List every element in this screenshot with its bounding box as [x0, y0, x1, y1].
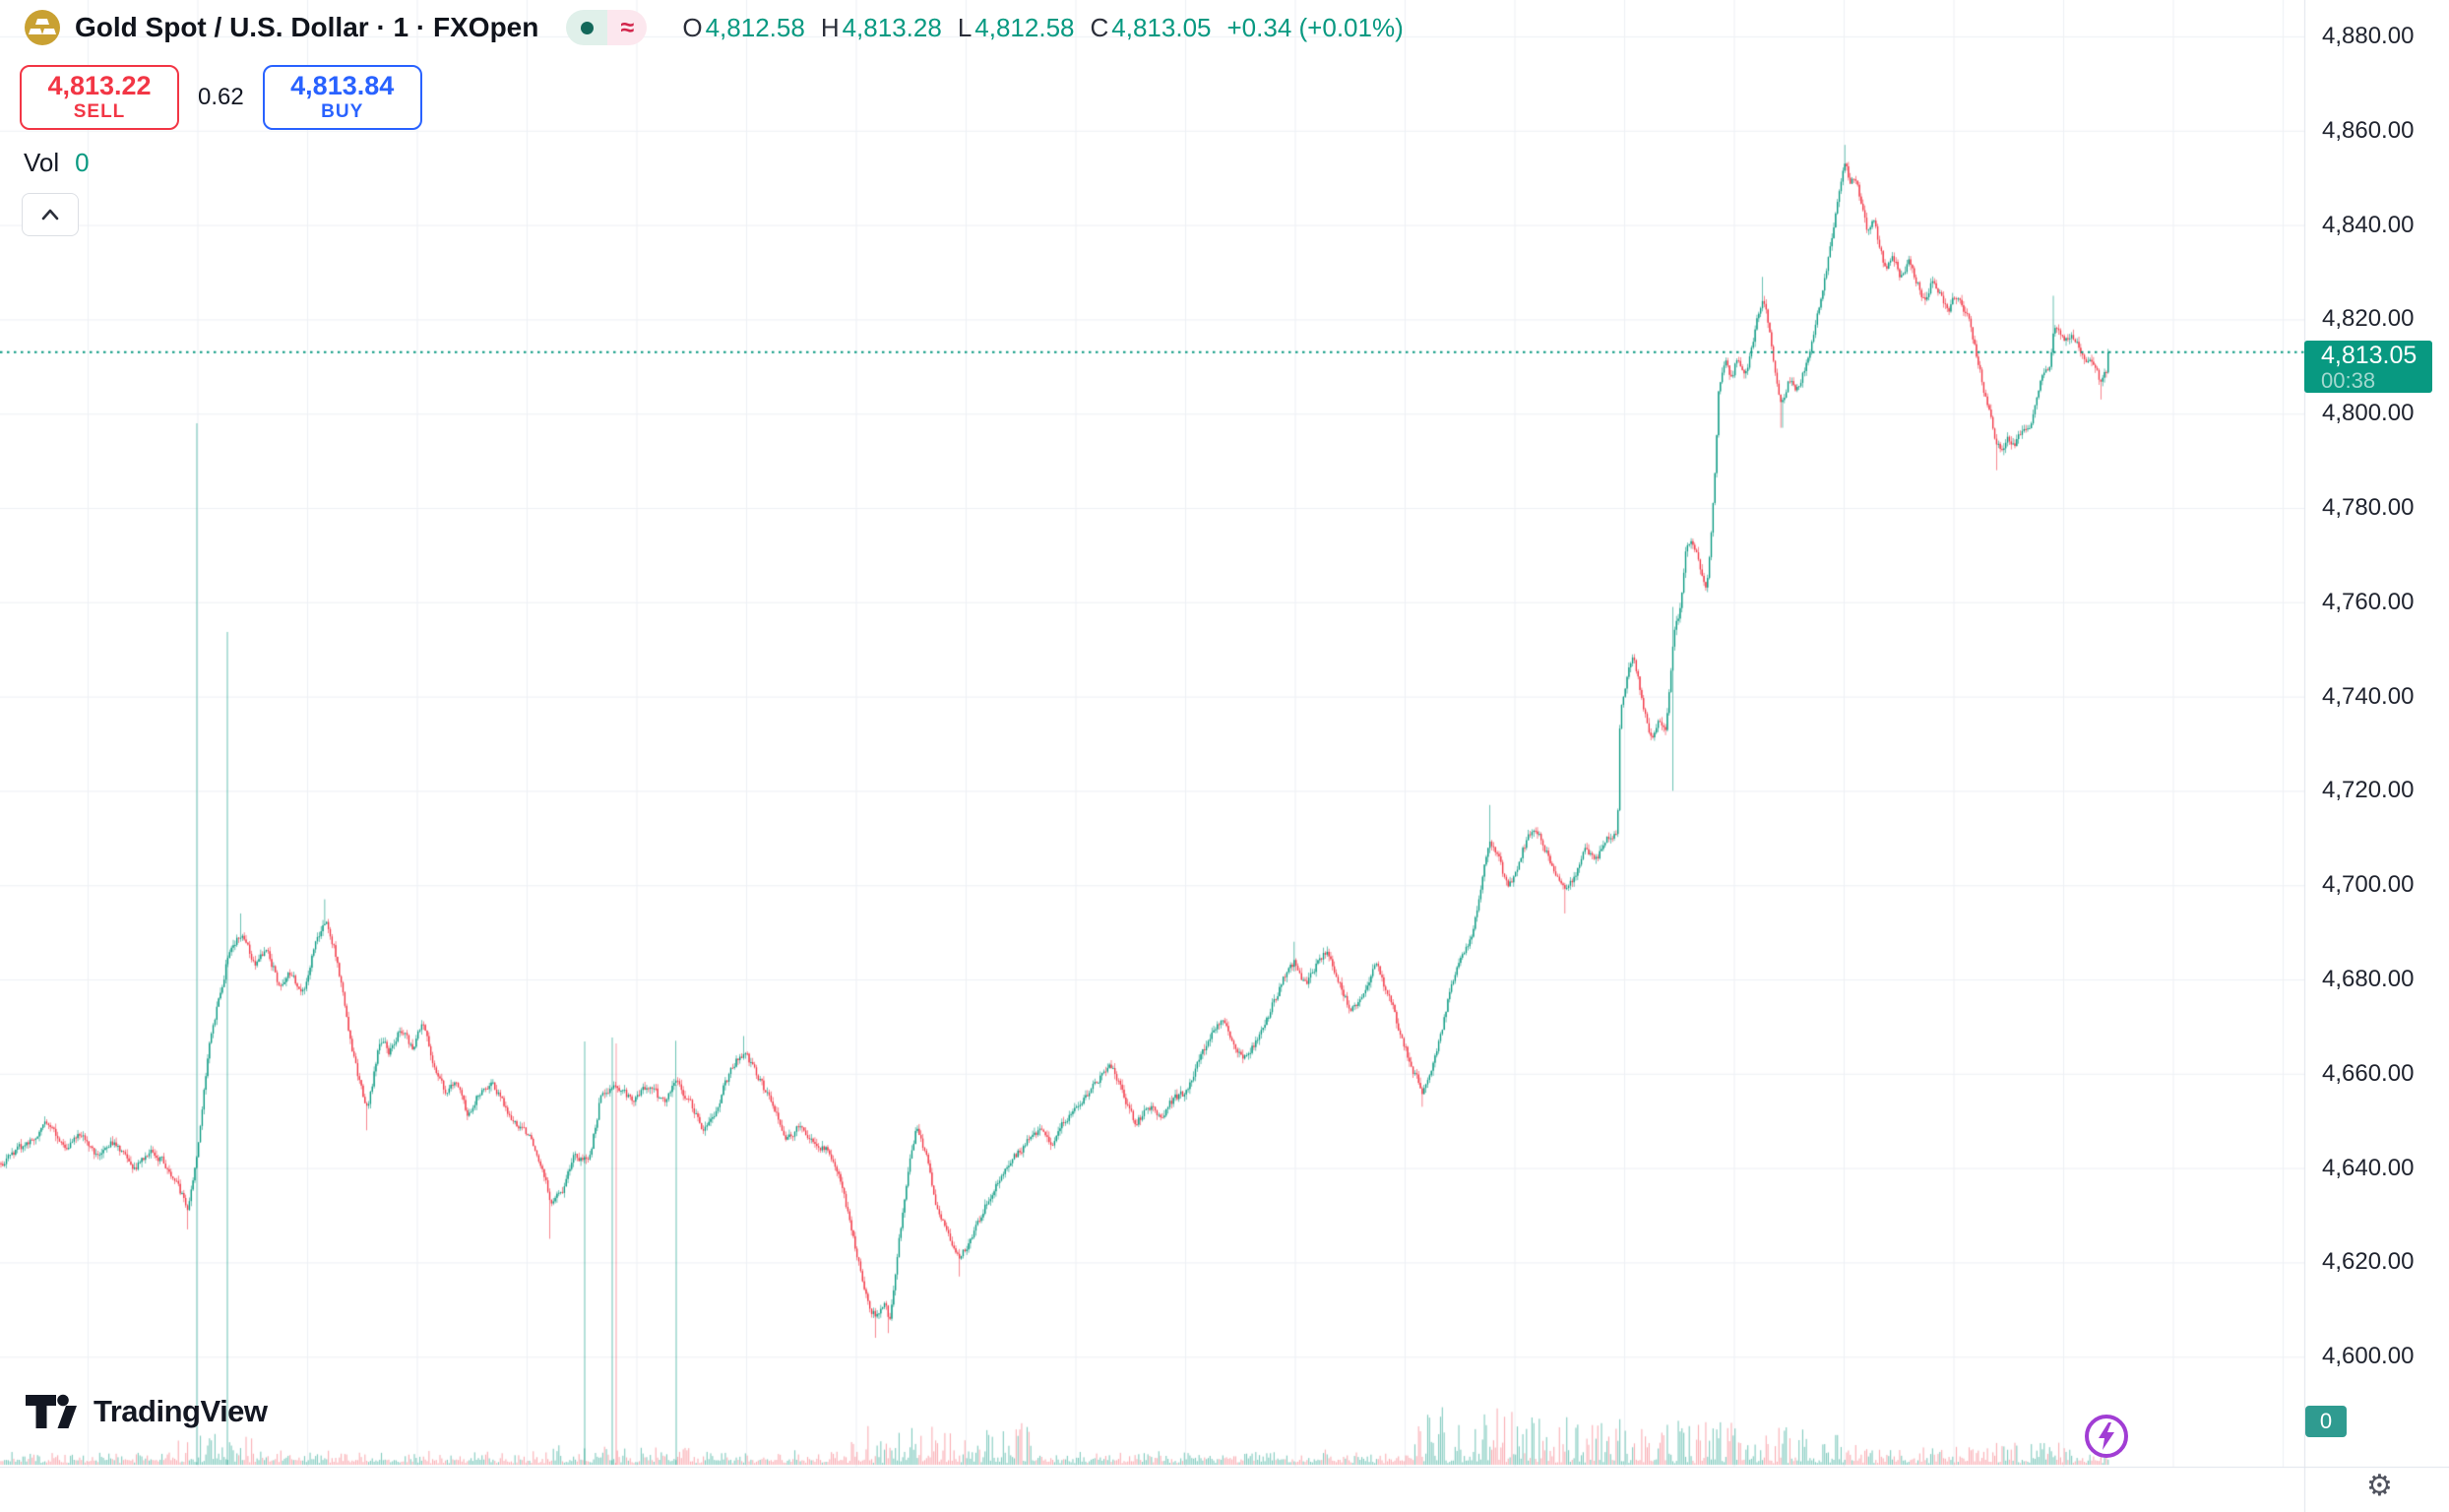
- buy-price: 4,813.84: [290, 71, 395, 100]
- approx-icon: ≈: [620, 13, 635, 41]
- price-axis-label: 4,700.00: [2322, 871, 2415, 899]
- trade-panel: 4,813.22 SELL 0.62 4,813.84 BUY: [20, 65, 422, 130]
- price-axis-label: 4,680.00: [2322, 966, 2415, 992]
- close-label: C: [1090, 12, 1109, 42]
- volume-study-row: Vol 0: [24, 148, 90, 178]
- last-price-value: 4,813.05: [2321, 341, 2418, 369]
- spread-value: 0.62: [198, 84, 244, 110]
- price-axis-label: 4,820.00: [2322, 305, 2415, 333]
- volume-axis-badge: 0: [2305, 1406, 2347, 1437]
- price-axis-label: 4,620.00: [2322, 1248, 2415, 1276]
- price-axis-label: 4,800.00: [2322, 400, 2415, 427]
- tradingview-logo-text: TradingView: [94, 1394, 268, 1428]
- collapse-panel-button[interactable]: [22, 193, 79, 236]
- price-axis-label: 4,660.00: [2322, 1059, 2415, 1087]
- close-value: 4,813.05: [1111, 12, 1212, 42]
- low-label: L: [957, 12, 973, 42]
- delayed-data-pill[interactable]: ≈: [607, 10, 648, 45]
- market-open-status-pill[interactable]: [566, 10, 608, 45]
- volume-study-label: Vol: [24, 148, 60, 177]
- price-axis-label: 4,600.00: [2322, 1343, 2415, 1370]
- sell-button[interactable]: 4,813.22 SELL: [20, 65, 179, 130]
- market-status-dot-icon: [580, 21, 594, 34]
- open-value: 4,812.58: [705, 12, 805, 42]
- buy-button[interactable]: 4,813.84 BUY: [262, 65, 422, 130]
- chevron-up-icon: [41, 209, 59, 220]
- open-label: O: [682, 12, 703, 42]
- symbol-title[interactable]: Gold Spot / U.S. Dollar · 1 · FXOpen: [75, 12, 539, 42]
- price-axis-label: 4,880.00: [2322, 23, 2415, 49]
- price-axis-label: 4,760.00: [2322, 588, 2415, 615]
- sell-label: SELL: [73, 101, 126, 122]
- high-label: H: [820, 12, 840, 42]
- price-axis-label: 4,720.00: [2322, 777, 2415, 804]
- bar-countdown: 00:38: [2321, 367, 2376, 393]
- price-axis-label: 4,640.00: [2322, 1154, 2415, 1181]
- high-value: 4,813.28: [842, 12, 942, 42]
- price-axis[interactable]: 4,880.00 4,860.00 4,840.00 4,820.00 4,800.00…: [2304, 0, 2449, 1512]
- change-value: +0.34 (+0.01%): [1226, 12, 1404, 42]
- gold-symbol-icon: [25, 10, 60, 45]
- instant-trading-button[interactable]: [2085, 1415, 2128, 1458]
- lightning-bolt-icon: [2099, 1422, 2114, 1450]
- volume-study-value: 0: [75, 148, 90, 177]
- price-axis-label: 4,780.00: [2322, 494, 2415, 521]
- axis-settings-gear-icon[interactable]: ⚙: [2366, 1470, 2393, 1502]
- sell-price: 4,813.22: [47, 71, 152, 100]
- symbol-header: Gold Spot / U.S. Dollar · 1 · FXOpen ≈ O…: [24, 6, 1404, 49]
- price-axis-label: 4,860.00: [2322, 116, 2415, 144]
- tradingview-logo[interactable]: TradingView: [26, 1394, 268, 1429]
- ohlc-legend: O 4,812.58 H 4,813.28 L 4,812.58 C 4,813.05 …: [682, 13, 1403, 43]
- market-status-pills: ≈: [566, 10, 648, 45]
- low-value: 4,812.58: [974, 12, 1075, 42]
- tradingview-logo-icon: [26, 1394, 77, 1428]
- last-price-tag: 4,813.05 00:38: [2304, 341, 2432, 393]
- time-axis[interactable]: 07:0008:0009:0010:0011:0012:0013:0014:00…: [0, 1467, 2449, 1512]
- price-axis-label: 4,740.00: [2322, 682, 2415, 710]
- buy-label: BUY: [321, 101, 364, 122]
- price-axis-label: 4,840.00: [2322, 211, 2415, 238]
